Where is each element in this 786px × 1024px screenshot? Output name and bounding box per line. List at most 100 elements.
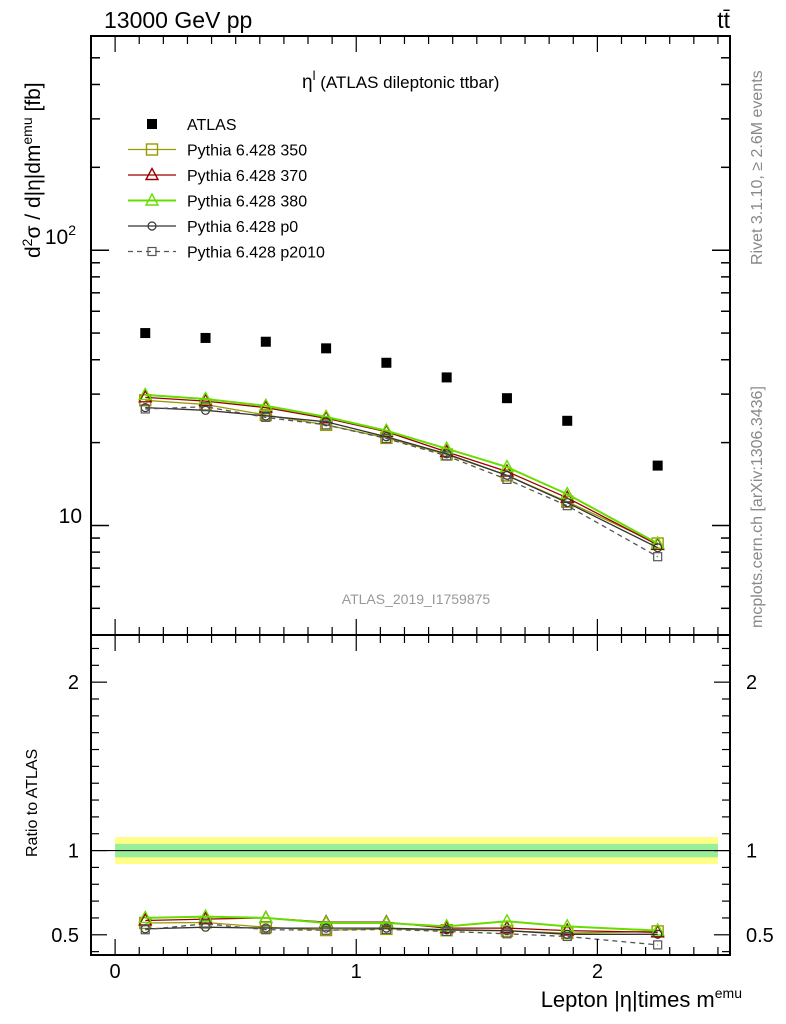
main-point-0-3 [321,343,332,354]
main-series-3 [138,386,665,549]
ratio-ytick-label-right-1: 1 [746,841,757,863]
ratio-point-2-2 [258,909,274,924]
ratio-data [138,908,665,950]
ratio-point-4-2 [261,925,271,935]
ratio-point-4-4 [381,924,391,935]
header-right: tt̄ [717,7,730,33]
main-line-3 [145,393,659,545]
legend-label-1: Pythia 6.428 350 [187,143,307,160]
main-point-5-4 [381,433,391,444]
header-left: 13000 GeV pp [104,7,252,33]
ratio-line-0 [145,921,658,934]
main-series-1 [139,394,664,550]
main-point-4-8 [653,543,663,553]
ytick-label-100: 102 [45,222,76,249]
main-point-0-2 [260,336,271,347]
legend-label-3: Pythia 6.428 380 [187,194,307,211]
main-series-0 [140,328,663,471]
main-point-0-5 [441,372,452,383]
legend-marker-4 [147,221,157,231]
ratio-point-3-8 [653,929,663,939]
ratio-point-1-6 [499,920,515,934]
x-axis-label: Lepton |η|times memu [541,985,742,1012]
ratio-ytick-label-left-1: 1 [68,841,79,863]
main-series-2 [138,389,665,551]
ratio-point-0-2 [259,921,273,934]
main-point-5-2 [261,412,271,422]
main-point-0-4 [381,357,392,368]
main-line-4 [145,406,658,549]
main-point-0-0 [140,328,151,339]
ratio-series-4 [140,919,663,950]
ratio-ytick-label-left-0: 0.5 [51,925,79,947]
ratio-ticks: 0.5 0.5 1 1 2 2 0 1 2 [51,635,774,983]
legend: ATLAS Pythia 6.428 350 Pythia 6.428 370 Pyt… [128,117,325,262]
ratio-point-4-5 [442,926,452,937]
mcplots-label: mcplots.cern.ch [arXiv:1306.3436] [749,386,766,628]
ratio-frame [90,634,731,956]
main-series-5 [140,402,663,562]
ratio-ytick-label-right-2: 2 [746,672,757,694]
main-data [138,328,665,562]
ratio-point-1-7 [560,922,575,936]
main-y-label: d2σ / d|η|dmemu [fb] [19,82,45,258]
ratio-point-4-3 [321,925,331,935]
main-series-4 [140,403,663,553]
main-point-0-6 [501,393,512,404]
ytick-label-10: 10 [59,505,82,528]
main-line-1 [145,399,658,545]
main-point-5-7 [562,501,572,511]
main-line-5 [145,406,659,558]
main-point-3-4 [379,422,394,436]
ratio-point-4-6 [502,929,512,939]
main-point-5-6 [502,474,512,485]
ratio-ytick-label-left-2: 2 [68,672,79,694]
main-point-0-1 [200,332,211,343]
main-point-3-0 [138,386,153,401]
legend-label-5: Pythia 6.428 p2010 [187,245,325,262]
analysis-watermark: ATLAS_2019_I1759875 [342,591,491,607]
ratio-line-2 [145,915,658,932]
main-ticks [91,35,730,636]
xtick-label-1: 1 [351,961,362,983]
ratio-point-4-1 [200,919,211,929]
ratio-point-2-6 [499,913,515,927]
ratio-point-4-0 [140,925,150,935]
main-line-2 [145,396,659,546]
legend-marker-3 [144,192,160,206]
rivet-label: Rivet 3.1.10, ≥ 2.6M events [749,70,766,265]
main-point-0-8 [652,460,663,471]
ratio-point-2-1 [198,908,213,922]
main-point-5-5 [442,451,452,461]
main-point-3-1 [198,391,213,405]
main-point-5-0 [140,404,150,414]
main-point-1-3 [319,418,333,432]
ratio-ytick-label-right-0: 0.5 [746,925,774,947]
legend-label-0: ATLAS [187,117,237,134]
main-point-5-1 [200,402,211,412]
ratio-point-2-0 [138,909,153,924]
ratio-y-label: Ratio to ATLAS [24,749,41,857]
legend-marker-0 [147,119,157,129]
xtick-label-2: 2 [592,961,603,983]
main-panel: 10 102 [45,35,731,636]
legend-label-2: Pythia 6.428 370 [187,168,307,185]
ratio-point-4-8 [653,940,663,950]
legend-marker-5 [147,246,157,257]
ratio-line-3 [145,926,658,935]
main-point-2-0 [138,389,153,403]
ratio-point-2-8 [650,922,665,936]
main-point-0-7 [562,415,573,426]
main-point-5-3 [321,420,331,430]
legend-marker-2 [144,167,160,181]
ratio-point-4-7 [562,931,572,942]
legend-marker-1 [145,143,159,156]
ratio-band [91,837,730,865]
main-point-3-8 [650,535,665,549]
legend-label-4: Pythia 6.428 p0 [187,219,298,236]
xtick-label-0: 0 [110,961,121,983]
main-point-3-2 [258,397,274,412]
ratio-panel: 0.5 0.5 1 1 2 2 0 1 2 [51,634,774,983]
main-title: ηl (ATLAS dileptonic ttbar) [302,68,499,93]
